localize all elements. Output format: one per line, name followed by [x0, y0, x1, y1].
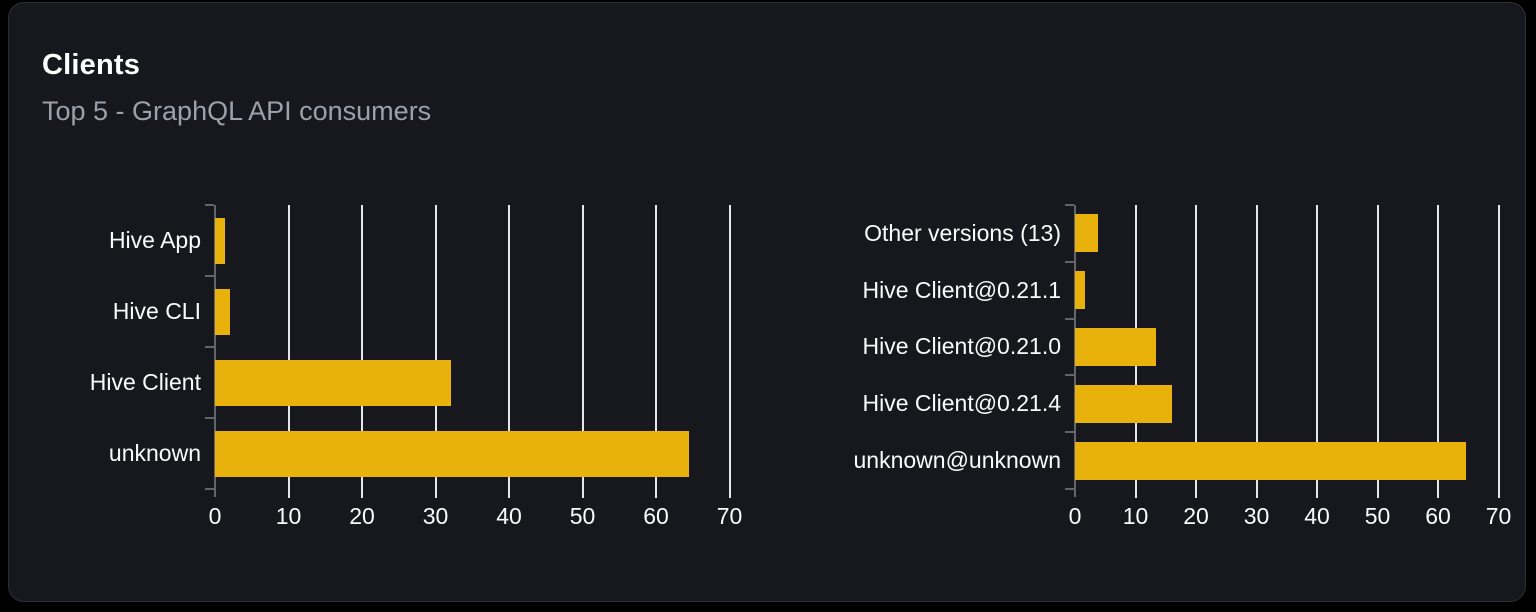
x-axis-tick-label: 10 [275, 503, 302, 529]
gridline-x-50 [581, 205, 584, 498]
x-axis-tick-label: 60 [643, 503, 669, 529]
y-axis-label: Other versions (13) [864, 219, 1061, 246]
x-axis-tick-label: 0 [1068, 503, 1082, 529]
y-axis-tick [205, 204, 214, 206]
y-axis-tick [205, 488, 214, 490]
x-axis-tick-label: 40 [1304, 503, 1330, 529]
gridline-x-50 [1376, 205, 1379, 498]
bar-hive-client-0-21-0 [1075, 328, 1157, 366]
y-axis-label: unknown [108, 440, 201, 466]
gridline-x-70 [1497, 205, 1500, 498]
y-axis-label: unknown@unknown [853, 447, 1061, 474]
y-axis-line [214, 205, 216, 497]
y-axis-tick [1065, 204, 1074, 206]
clients-card [8, 2, 1526, 602]
x-axis-tick-label: 70 [1485, 503, 1512, 529]
gridline-x-30 [1255, 205, 1258, 498]
gridline-x-20 [1195, 205, 1197, 498]
bar-hive-client [215, 359, 451, 406]
x-axis-tick-label: 50 [569, 503, 596, 529]
x-axis-tick-label: 40 [496, 503, 522, 529]
gridline-x-60 [1437, 205, 1439, 498]
y-axis-label: Hive Client [89, 369, 201, 395]
y-axis-tick [205, 275, 214, 277]
y-axis-label: Hive CLI [112, 298, 201, 324]
x-axis-tick-label: 30 [422, 503, 449, 529]
y-axis-label: Hive Client@0.21.1 [862, 276, 1062, 303]
y-axis-tick [205, 346, 214, 348]
y-axis-tick [1065, 317, 1074, 320]
bar-hive-client-0-21-4 [1075, 384, 1173, 423]
bar-hive-app [215, 217, 225, 264]
x-axis-tick-label: 70 [716, 503, 743, 529]
y-axis-label: Hive Client@0.21.0 [862, 333, 1062, 360]
y-axis-tick [1065, 431, 1074, 434]
gridline-x-30 [434, 205, 437, 498]
y-axis-label: Hive Client@0.21.4 [862, 390, 1062, 417]
gridline-x-10 [287, 205, 290, 498]
gridline-x-70 [728, 205, 731, 498]
bar-unknown [215, 430, 690, 477]
card-title: Clients [42, 49, 141, 81]
gridline-x-40 [508, 205, 510, 498]
bar-hive-cli [215, 288, 231, 335]
gridline-x-60 [655, 205, 657, 498]
y-axis-tick [1065, 488, 1074, 490]
card-subtitle: Top 5 - GraphQL API consumers [42, 96, 432, 126]
gridline-x-20 [361, 205, 363, 498]
x-axis-tick-label: 20 [1183, 503, 1209, 529]
gridline-x-40 [1316, 205, 1318, 498]
x-axis-tick-label: 60 [1425, 503, 1451, 529]
x-axis-tick-label: 30 [1243, 503, 1270, 529]
bar-other-versions-13- [1075, 214, 1098, 253]
y-axis-tick [205, 417, 214, 419]
bar-hive-client-0-21-1 [1075, 271, 1086, 310]
y-axis-label: Hive App [108, 227, 201, 253]
x-axis-tick-label: 0 [208, 503, 222, 529]
y-axis-tick [1065, 374, 1074, 377]
x-axis-tick-label: 20 [349, 503, 375, 529]
y-axis-tick [1065, 260, 1074, 263]
x-axis-tick-label: 10 [1122, 503, 1149, 529]
bar-unknown-unknown [1075, 441, 1467, 480]
x-axis-tick-label: 50 [1364, 503, 1391, 529]
